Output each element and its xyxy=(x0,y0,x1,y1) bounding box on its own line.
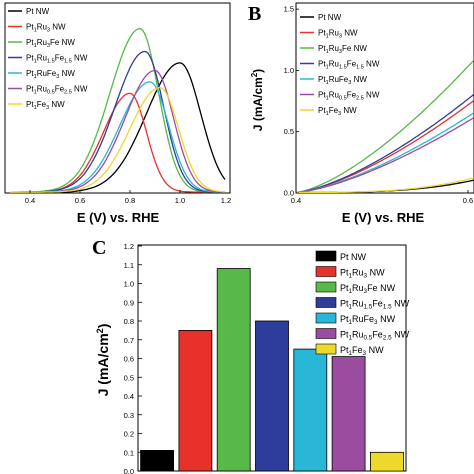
panel-c-bar-ptfe3 xyxy=(369,451,404,472)
panel-b-x-tick-label: 0.6 xyxy=(463,196,473,205)
panel-b-y-tick-label: 0.5 xyxy=(284,127,294,136)
panel-a-x-axis-label: E (V) vs. RHE xyxy=(77,210,160,225)
panel-a-legend-label-ptru2fe25: Pt1Ru0.5Fe2.5 NW xyxy=(26,85,88,96)
panel-c-y-tick-label: 0.8 xyxy=(124,317,134,326)
panel-c-bar-pt xyxy=(140,449,175,472)
panel-c-y-axis-label: J (mA/cm2) xyxy=(95,324,111,397)
panel-b-legend-label-ptru2fe25: Pt1Ru0.5Fe2.5 NW xyxy=(318,91,380,102)
panel-b: B 0.0 0.5 1.0 1.5 0.4 0.6 Pt NW Pt1Ru3 NW Pt1R… xyxy=(248,2,474,225)
panel-a-x-tick-label: 0.6 xyxy=(75,196,85,205)
panel-b-y-tick-label: 1.5 xyxy=(284,5,294,14)
panel-c-bar-ptru15fe15 xyxy=(255,320,289,472)
panel-c-y-tick-label: 1.1 xyxy=(124,261,134,270)
panel-b-x-tick-label: 0.4 xyxy=(291,196,301,205)
panel-b-y-ticks: 0.0 0.5 1.0 1.5 xyxy=(284,5,299,198)
panel-b-legend-label-ptru3: Pt1Ru3 NW xyxy=(318,29,358,40)
panel-c-legend-label-ptru15fe15: Pt1Ru1.5Fe1.5 NW xyxy=(340,299,410,311)
panel-c-legend-label-ptru2fe25: Pt1Ru0.5Fe2.5 NW xyxy=(340,330,410,342)
panel-c-y-tick-label: 0.2 xyxy=(124,430,134,439)
panel-b-curve-ptfe3 xyxy=(296,177,474,194)
panel-a: 0.4 0.6 0.8 1.0 1.2 Pt NW Pt1Ru3 NW Pt1Ru3Fe N… xyxy=(4,2,231,225)
panel-c-legend-label-ptfe3: Pt1Fe3 NW xyxy=(340,345,384,357)
panel-c-legend-label-ptrufe3: Pt1RuFe3 NW xyxy=(340,314,396,326)
panel-c-legend-label-ptru3: Pt1Ru3 NW xyxy=(340,268,385,280)
panel-a-x-tick-label: 0.8 xyxy=(125,196,135,205)
panel-b-y-axis-label: J (mA/cm2) xyxy=(250,69,265,131)
panel-a-x-tick-label: 0.4 xyxy=(25,196,35,205)
panel-c-y-tick-label: 1.2 xyxy=(124,242,134,251)
panel-a-curves xyxy=(10,28,226,193)
panel-b-curve-ptrufe3 xyxy=(295,112,474,194)
panel-b-legend: Pt NW Pt1Ru3 NW Pt1Ru3Fe NW Pt1Ru1.5Fe1.5 N… xyxy=(300,13,380,117)
panel-b-legend-label-pt: Pt NW xyxy=(318,13,342,22)
panel-c-y-ticks: 0.0 0.1 0.2 0.3 0.4 0.5 0.6 0.7 0.8 0.9 1.0 1.1 1.2 xyxy=(124,242,142,474)
panel-c-y-tick-label: 0.7 xyxy=(124,336,134,345)
panel-b-legend-label-ptru15fe15: Pt1Ru1.5Fe1.5 NW xyxy=(318,60,380,71)
panel-a-curve-ptfe3 xyxy=(10,86,226,193)
panel-c-bar-ptru2fe25 xyxy=(331,356,366,472)
panel-c-legend-swatch-ptfe3 xyxy=(315,343,337,355)
panel-c-letter: C xyxy=(92,237,106,259)
panel-c-y-tick-label: 0.9 xyxy=(124,298,134,307)
panel-c-legend-swatch-ptru15fe15 xyxy=(315,297,337,308)
panel-a-legend-label-ptfe3: Pt1Fe3 NW xyxy=(26,100,65,111)
panel-c-y-tick-label: 0.1 xyxy=(124,448,134,457)
panel-c: C 0.0 0.1 0.2 0.3 0.4 0.5 0.6 0.7 0.8 0.9 1.0 1.1 1.… xyxy=(92,237,410,474)
panel-c-bar-ptru3 xyxy=(178,329,213,472)
panel-b-legend-label-ptru3fe: Pt1Ru3Fe NW xyxy=(318,44,367,55)
panel-c-legend: Pt NW Pt1Ru3 NW Pt1Ru3Fe NW Pt1Ru1.5Fe1.5 N… xyxy=(315,250,410,357)
panel-c-legend-swatch-pt xyxy=(315,250,337,262)
panel-a-legend-label-ptru3fe: Pt1Ru3Fe NW xyxy=(26,38,75,49)
panel-b-x-axis-label: E (V) vs. RHE xyxy=(342,210,425,225)
panel-b-legend-label-ptrufe3: Pt1RuFe3 NW xyxy=(318,75,367,86)
panel-c-bars xyxy=(140,268,404,472)
panel-b-curve-ptru2fe25 xyxy=(295,117,474,194)
panel-a-x-tick-label: 1.0 xyxy=(175,196,185,205)
panel-b-legend-label-ptfe3: Pt1Fe3 NW xyxy=(318,106,357,117)
panel-a-legend: Pt NW Pt1Ru3 NW Pt1Ru3Fe NW Pt1Ru1.5Fe1.5 N… xyxy=(8,7,88,111)
panel-c-legend-swatch-ptru3fe xyxy=(315,281,337,293)
panel-b-y-tick-label: 1.0 xyxy=(284,66,294,75)
panel-b-x-ticks: 0.4 0.6 xyxy=(291,190,473,205)
panel-c-y-tick-label: 0.4 xyxy=(124,392,134,401)
panel-a-legend-label-ptru3: Pt1Ru3 NW xyxy=(26,23,66,34)
panel-b-curves xyxy=(295,59,474,194)
panel-a-legend-label-ptrufe3: Pt1RuFe3 NW xyxy=(26,69,75,80)
panel-c-legend-swatch-ptru3 xyxy=(315,266,337,277)
panel-c-y-tick-label: 0.5 xyxy=(124,373,134,382)
panel-a-legend-label-ptru15fe15: Pt1Ru1.5Fe1.5 NW xyxy=(26,54,88,65)
panel-b-y-tick-label: 0.0 xyxy=(284,189,294,198)
panel-c-y-tick-label: 0.0 xyxy=(124,467,134,474)
panel-c-legend-label-pt: Pt NW xyxy=(340,252,367,262)
panel-a-frame xyxy=(4,2,231,194)
panel-b-letter: B xyxy=(248,3,261,25)
panel-c-legend-swatch-ptrufe3 xyxy=(315,312,337,324)
panel-a-x-tick-label: 1.2 xyxy=(221,196,231,205)
panel-c-legend-label-ptru3fe: Pt1Ru3Fe NW xyxy=(340,283,396,295)
panel-c-y-tick-label: 0.3 xyxy=(124,411,134,420)
panel-a-x-ticks: 0.4 0.6 0.8 1.0 1.2 xyxy=(25,190,231,205)
panel-c-bar-ptrufe3 xyxy=(293,348,328,472)
panel-c-y-tick-label: 0.6 xyxy=(124,355,134,364)
panel-b-curve-ptru3fe xyxy=(295,59,474,194)
panel-a-curve-pt xyxy=(10,62,226,193)
panel-b-frame xyxy=(295,2,474,194)
panel-c-y-tick-label: 1.0 xyxy=(124,280,134,289)
panel-c-bar-ptru3fe xyxy=(216,268,251,472)
panel-b-curve-ptru15fe15 xyxy=(295,93,474,194)
panel-c-legend-swatch-ptru2fe25 xyxy=(315,328,337,339)
panel-a-legend-label-pt: Pt NW xyxy=(26,7,50,16)
